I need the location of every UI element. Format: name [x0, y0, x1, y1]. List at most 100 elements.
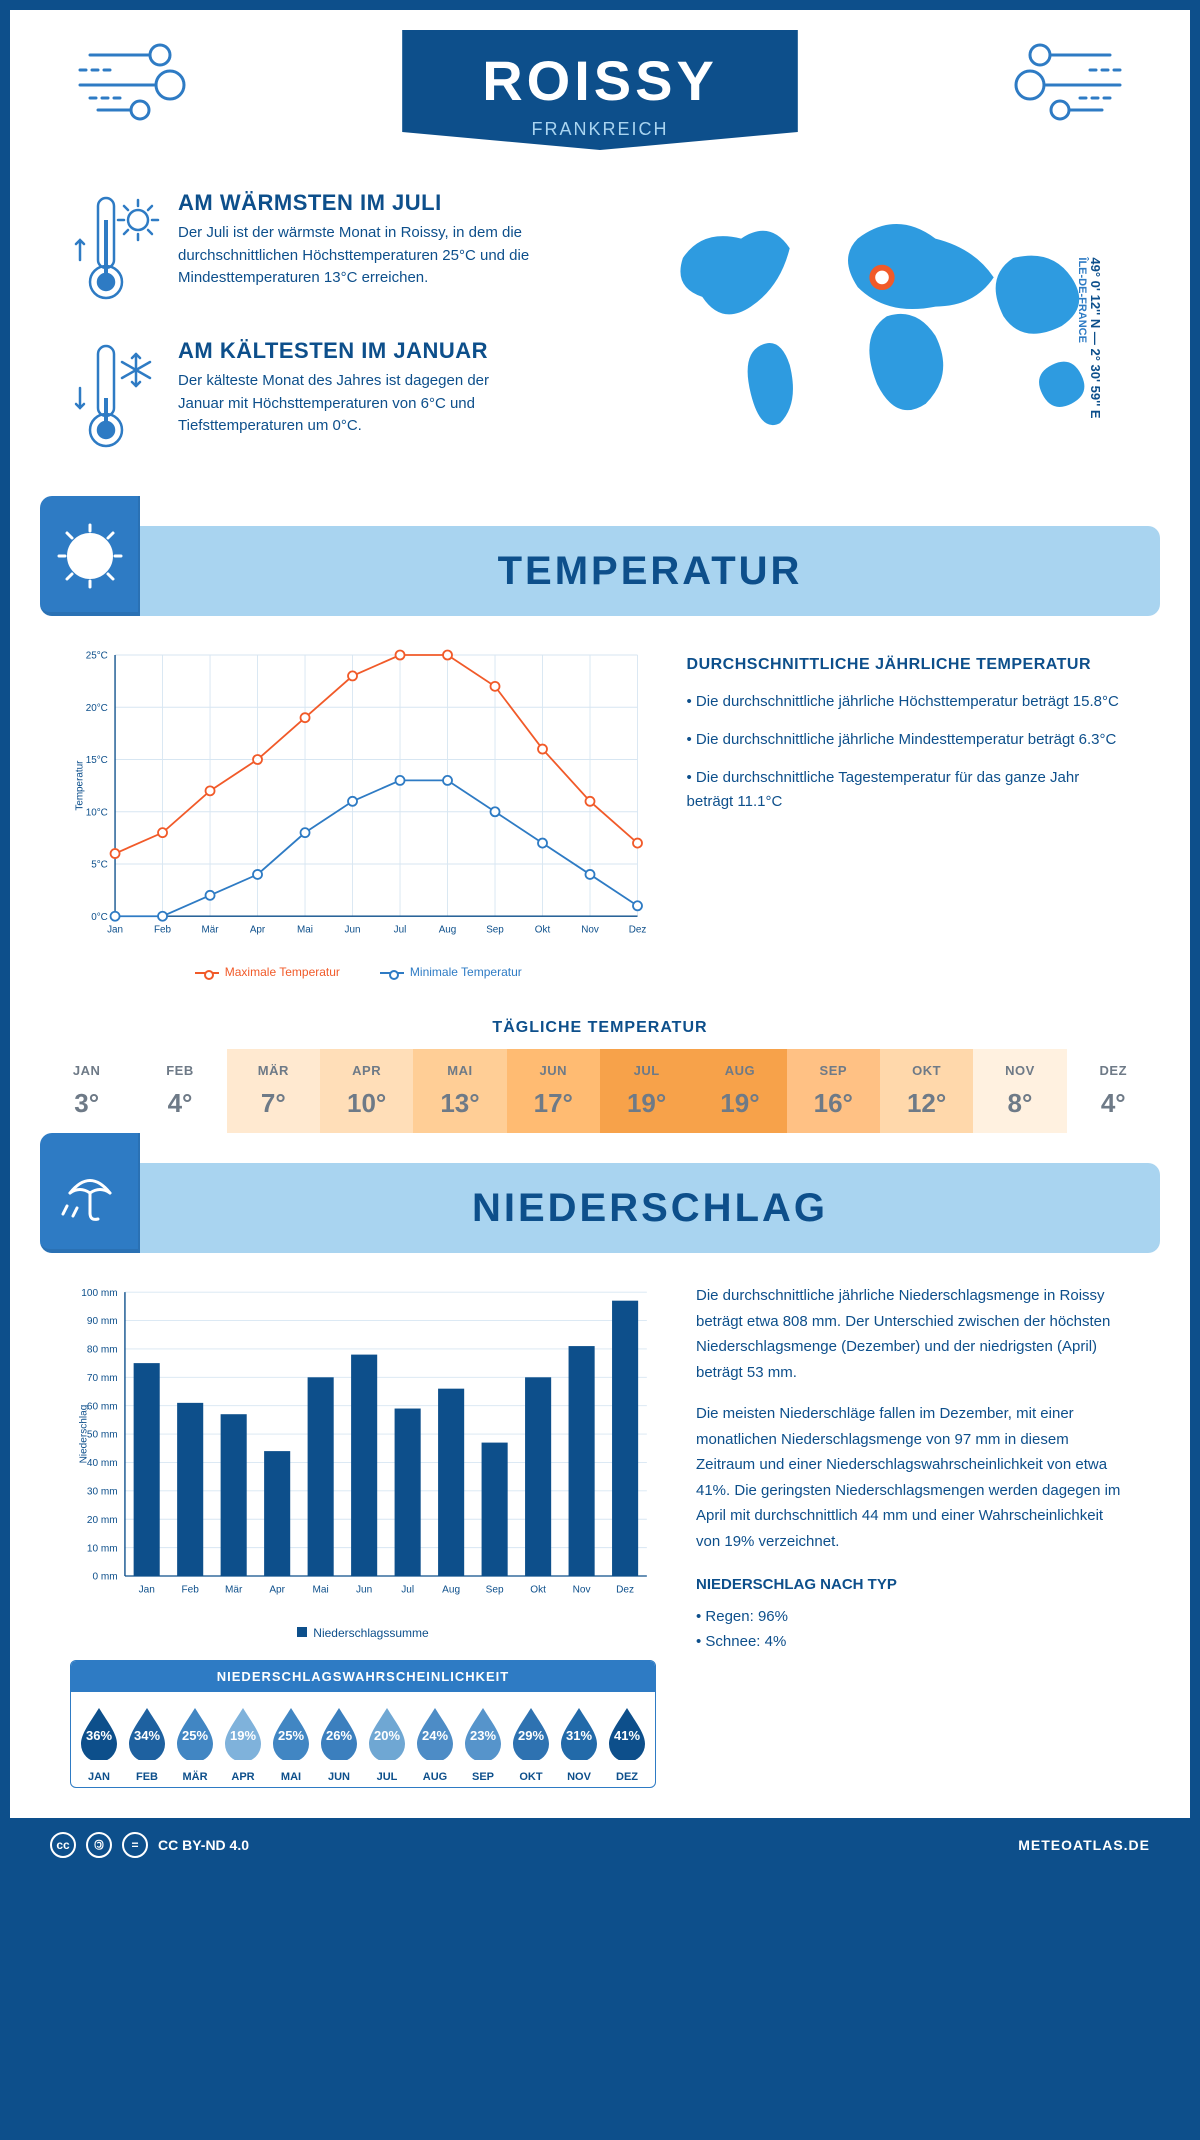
precip-prob-title: NIEDERSCHLAGSWAHRSCHEINLICHKEIT — [71, 1661, 655, 1692]
precip-probability-box: NIEDERSCHLAGSWAHRSCHEINLICHKEIT 36%JAN34… — [70, 1660, 656, 1788]
coldest-fact: AM KÄLTESTEN IM JANUAR Der kälteste Mona… — [70, 338, 604, 458]
coldest-heading: AM KÄLTESTEN IM JANUAR — [178, 338, 538, 364]
license-text: CC BY-ND 4.0 — [158, 1837, 249, 1853]
footer: cc 🄯 = CC BY-ND 4.0 METEOATLAS.DE — [10, 1818, 1190, 1872]
svg-text:Jun: Jun — [345, 924, 361, 935]
svg-text:Mai: Mai — [297, 924, 313, 935]
temp-bullet-2: • Die durchschnittliche jährliche Mindes… — [687, 728, 1130, 752]
warmest-fact: AM WÄRMSTEN IM JULI Der Juli ist der wär… — [70, 190, 604, 310]
cc-icon: cc — [50, 1832, 76, 1858]
nd-icon: = — [122, 1832, 148, 1858]
precip-para-1: Die durchschnittliche jährliche Niedersc… — [696, 1283, 1130, 1385]
temperature-section-header: TEMPERATUR — [40, 526, 1160, 616]
umbrella-icon — [40, 1133, 140, 1253]
precip-para-2: Die meisten Niederschläge fallen im Deze… — [696, 1401, 1130, 1554]
precip-prob-drop: 36%JAN — [77, 1706, 121, 1783]
precipitation-text: Die durchschnittliche jährliche Niedersc… — [696, 1283, 1130, 1788]
daily-temp-cell: MÄR7° — [227, 1049, 320, 1133]
site-name: METEOATLAS.DE — [1018, 1837, 1150, 1853]
coordinates-label: 49° 0' 12'' N — 2° 30' 59'' E ÎLE-DE-FRA… — [1076, 257, 1103, 418]
svg-text:Aug: Aug — [439, 924, 457, 935]
title-banner: ROISSY FRANKREICH — [402, 30, 798, 150]
intro-section: AM WÄRMSTEN IM JULI Der Juli ist der wär… — [10, 160, 1190, 506]
thermometer-hot-icon — [70, 190, 160, 310]
daily-temp-cell: SEP16° — [787, 1049, 880, 1133]
svg-text:Temperatur: Temperatur — [75, 760, 86, 811]
warmest-text: Der Juli ist der wärmste Monat in Roissy… — [178, 222, 538, 290]
precip-legend-label: Niederschlagssumme — [313, 1626, 428, 1640]
daily-temp-cell: OKT12° — [880, 1049, 973, 1133]
precip-prob-drop: 25%MÄR — [173, 1706, 217, 1783]
temperature-heading: TEMPERATUR — [140, 549, 1160, 594]
svg-text:25°C: 25°C — [86, 651, 108, 662]
header: ROISSY FRANKREICH — [10, 10, 1190, 160]
precip-prob-drop: 26%JUN — [317, 1706, 361, 1783]
world-map: 49° 0' 12'' N — 2° 30' 59'' E ÎLE-DE-FRA… — [644, 190, 1130, 486]
precipitation-section-header: NIEDERSCHLAG — [40, 1163, 1160, 1253]
legend-max-label: Maximale Temperatur — [225, 965, 340, 979]
page-subtitle: FRANKREICH — [482, 119, 718, 140]
svg-text:Nov: Nov — [573, 1585, 591, 1596]
svg-text:Jun: Jun — [356, 1585, 372, 1596]
svg-text:15°C: 15°C — [86, 755, 108, 766]
precip-prob-drop: 34%FEB — [125, 1706, 169, 1783]
daily-temperature-table: JAN3°FEB4°MÄR7°APR10°MAI13°JUN17°JUL19°A… — [40, 1049, 1160, 1133]
precip-type-heading: NIEDERSCHLAG NACH TYP — [696, 1572, 1130, 1598]
svg-text:Dez: Dez — [629, 924, 647, 935]
svg-text:Dez: Dez — [616, 1585, 634, 1596]
daily-temp-cell: JAN3° — [40, 1049, 133, 1133]
svg-text:Okt: Okt — [530, 1585, 546, 1596]
svg-text:Apr: Apr — [250, 924, 266, 935]
svg-text:Sep: Sep — [486, 924, 504, 935]
daily-temp-cell: MAI13° — [413, 1049, 506, 1133]
temperature-line-chart: 0°C5°C10°C15°C20°C25°CJanFebMärAprMaiJun… — [70, 646, 647, 979]
precipitation-heading: NIEDERSCHLAG — [140, 1186, 1160, 1231]
precip-prob-drop: 41%DEZ — [605, 1706, 649, 1783]
by-icon: 🄯 — [86, 1832, 112, 1858]
svg-text:10°C: 10°C — [86, 807, 108, 818]
svg-text:0 mm: 0 mm — [92, 1572, 117, 1583]
svg-text:Niederschlag: Niederschlag — [78, 1405, 89, 1464]
daily-temp-cell: JUN17° — [507, 1049, 600, 1133]
temp-bullet-3: • Die durchschnittliche Tagestemperatur … — [687, 766, 1130, 814]
daily-temp-cell: JUL19° — [600, 1049, 693, 1133]
svg-text:100 mm: 100 mm — [81, 1288, 117, 1299]
svg-text:Sep: Sep — [486, 1585, 504, 1596]
svg-text:50 mm: 50 mm — [87, 1430, 118, 1441]
svg-text:Apr: Apr — [269, 1585, 285, 1596]
wind-icon — [70, 30, 210, 130]
page-title: ROISSY — [482, 48, 718, 113]
svg-text:20 mm: 20 mm — [87, 1515, 118, 1526]
svg-text:90 mm: 90 mm — [87, 1316, 118, 1327]
svg-text:20°C: 20°C — [86, 703, 108, 714]
daily-temp-cell: NOV8° — [973, 1049, 1066, 1133]
daily-temp-cell: AUG19° — [693, 1049, 786, 1133]
temp-bullet-1: • Die durchschnittliche jährliche Höchst… — [687, 690, 1130, 714]
svg-text:70 mm: 70 mm — [87, 1373, 118, 1384]
svg-text:5°C: 5°C — [91, 860, 108, 871]
svg-text:80 mm: 80 mm — [87, 1345, 118, 1356]
coldest-text: Der kälteste Monat des Jahres ist dagege… — [178, 370, 538, 438]
svg-text:Feb: Feb — [154, 924, 172, 935]
svg-text:Mär: Mär — [202, 924, 220, 935]
wind-icon — [990, 30, 1130, 130]
precip-prob-drop: 31%NOV — [557, 1706, 601, 1783]
license-badges: cc 🄯 = CC BY-ND 4.0 — [50, 1832, 249, 1858]
svg-text:Aug: Aug — [442, 1585, 460, 1596]
svg-text:0°C: 0°C — [91, 912, 108, 923]
daily-temp-cell: APR10° — [320, 1049, 413, 1133]
legend-min-label: Minimale Temperatur — [410, 965, 522, 979]
precip-prob-drop: 25%MAI — [269, 1706, 313, 1783]
svg-text:30 mm: 30 mm — [87, 1487, 118, 1498]
precip-prob-drop: 23%SEP — [461, 1706, 505, 1783]
svg-text:40 mm: 40 mm — [87, 1458, 118, 1469]
daily-temp-title: TÄGLICHE TEMPERATUR — [10, 1019, 1190, 1037]
temp-summary-heading: DURCHSCHNITTLICHE JÄHRLICHE TEMPERATUR — [687, 656, 1130, 674]
precip-prob-drop: 29%OKT — [509, 1706, 553, 1783]
precip-type-rain: • Regen: 96% — [696, 1604, 1130, 1630]
svg-text:Jan: Jan — [139, 1585, 155, 1596]
svg-text:Nov: Nov — [581, 924, 599, 935]
daily-temp-cell: DEZ4° — [1067, 1049, 1160, 1133]
svg-text:Feb: Feb — [182, 1585, 200, 1596]
temperature-summary: DURCHSCHNITTLICHE JÄHRLICHE TEMPERATUR •… — [687, 646, 1130, 979]
